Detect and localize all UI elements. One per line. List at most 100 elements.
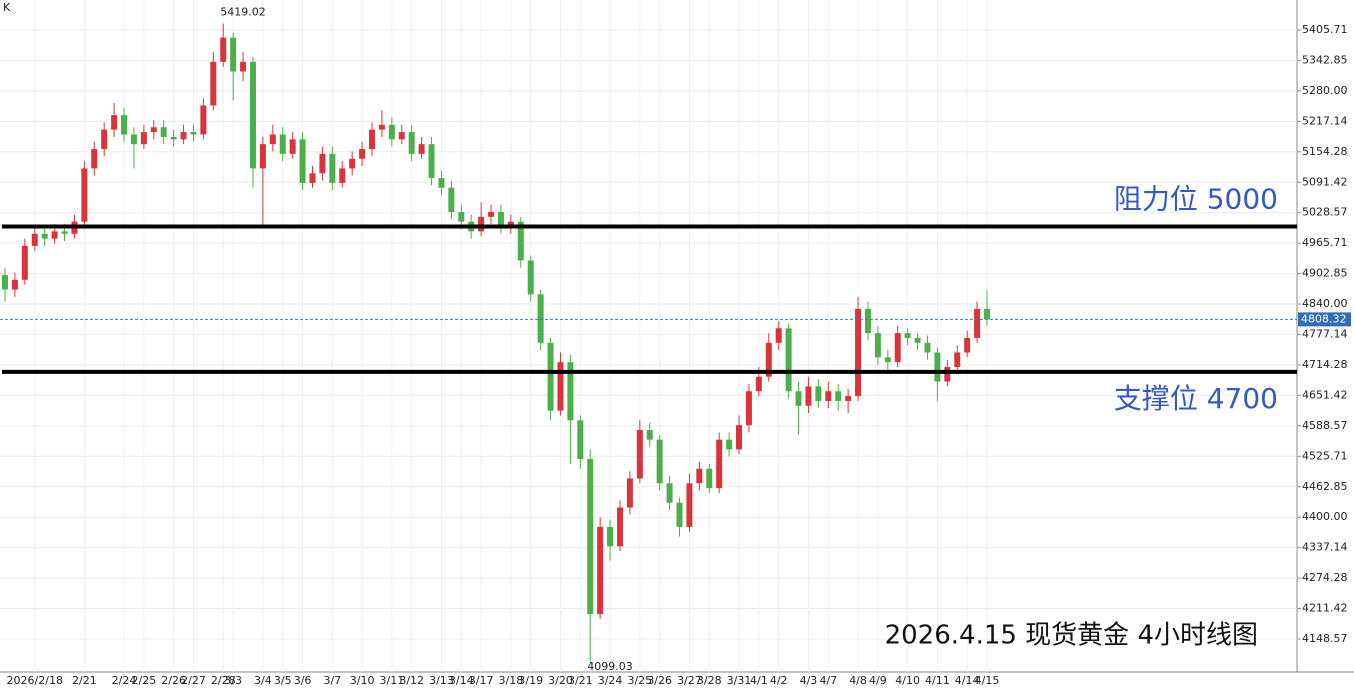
candle-body xyxy=(775,328,782,343)
candle-body xyxy=(488,212,495,217)
x-tick-label: 3/19 xyxy=(518,674,543,687)
candle-body xyxy=(121,115,128,135)
candle-body xyxy=(309,173,316,183)
level-label: 阻力位 5000 xyxy=(1114,183,1278,216)
candle-body xyxy=(726,439,733,450)
candle-body xyxy=(130,134,137,145)
x-tick-label: 3/21 xyxy=(568,674,593,687)
candle-body xyxy=(180,132,187,140)
x-tick-label: 3/7 xyxy=(323,674,341,687)
x-tick-label: 4/1 xyxy=(750,674,768,687)
y-tick-label: 4211.42 xyxy=(1302,602,1348,615)
x-tick-label: 4/2 xyxy=(770,674,788,687)
x-tick-label: 3/4 xyxy=(254,674,272,687)
candle-body xyxy=(815,386,822,401)
x-tick-label: 2/24 xyxy=(112,674,137,687)
candle-body xyxy=(230,37,237,72)
candle-body xyxy=(537,294,544,343)
x-tick-label: 3/20 xyxy=(548,674,573,687)
candle-body xyxy=(31,233,38,246)
y-tick-label: 4148.57 xyxy=(1302,632,1348,645)
candle-body xyxy=(527,260,534,295)
candle-body xyxy=(478,216,485,232)
x-tick-label: 3/26 xyxy=(647,674,672,687)
x-tick-label: 3/13 xyxy=(429,674,454,687)
candle-body xyxy=(458,212,465,222)
candle-body xyxy=(111,115,118,130)
y-tick-label: 4274.28 xyxy=(1302,571,1348,584)
candle-body xyxy=(408,132,415,154)
candle-body xyxy=(835,391,842,401)
y-tick-label: 4400.00 xyxy=(1302,510,1348,523)
x-tick-label: 3/12 xyxy=(399,674,424,687)
candle-body xyxy=(507,221,514,227)
candle-body xyxy=(587,459,594,615)
y-tick-label: 4462.85 xyxy=(1302,480,1348,493)
candle-body xyxy=(369,129,376,150)
y-tick-label: 5154.28 xyxy=(1302,145,1348,158)
candle-body xyxy=(686,483,693,527)
candle-body xyxy=(765,342,772,377)
candle-body xyxy=(795,391,802,406)
candle-body xyxy=(81,168,88,222)
candle-body xyxy=(359,149,366,159)
candle-body xyxy=(428,144,435,179)
candle-body xyxy=(249,61,256,169)
y-tick-label: 4337.14 xyxy=(1302,541,1348,554)
candle-body xyxy=(220,37,227,62)
chart-title: 2026.4.15 现货黄金 4小时线图 xyxy=(885,621,1258,651)
candle-body xyxy=(101,129,108,150)
max-label: 5419.02 xyxy=(220,6,266,19)
x-tick-label: 3/11 xyxy=(379,674,404,687)
x-tick-label: 3/31 xyxy=(727,674,752,687)
candle-body xyxy=(904,333,911,338)
x-tick-label: 2/28 xyxy=(211,674,236,687)
candle-body xyxy=(894,333,901,363)
y-tick-label: 5280.00 xyxy=(1302,84,1348,97)
x-tick-label: 4/15 xyxy=(975,674,1000,687)
x-tick-label: 4/10 xyxy=(895,674,920,687)
candle-body xyxy=(448,187,455,213)
x-tick-label: 4/9 xyxy=(869,674,887,687)
candle-body xyxy=(51,231,58,239)
candle-body xyxy=(666,483,673,503)
candle-body xyxy=(736,425,743,450)
candle-body xyxy=(964,337,971,353)
min-label: 4099.03 xyxy=(587,660,633,673)
candle-body xyxy=(954,352,961,368)
candle-body xyxy=(934,352,941,382)
x-tick-label: 2/26 xyxy=(161,674,186,687)
x-tick-label: 3/27 xyxy=(677,674,702,687)
candle-body xyxy=(398,132,405,140)
candle-body xyxy=(418,144,425,154)
x-tick-label: 3/14 xyxy=(449,674,474,687)
candle-body xyxy=(805,386,812,406)
candle-body xyxy=(874,333,881,358)
candle-body xyxy=(676,502,683,527)
candle-body xyxy=(924,342,931,353)
candle-body xyxy=(438,178,445,188)
candle-body xyxy=(329,153,336,183)
candle-body xyxy=(21,245,28,280)
candle-body xyxy=(269,134,276,145)
y-tick-label: 4840.00 xyxy=(1302,297,1348,310)
candle-body xyxy=(656,439,663,484)
candle-body xyxy=(259,144,266,169)
candle-body xyxy=(557,362,564,411)
x-tick-label: 3/17 xyxy=(469,674,494,687)
x-tick-label: 2/21 xyxy=(72,674,97,687)
candle-body xyxy=(626,478,633,508)
x-tick-label: 3/25 xyxy=(627,674,652,687)
candle-body xyxy=(160,127,167,137)
y-tick-label: 4965.71 xyxy=(1302,236,1348,249)
candle-body xyxy=(170,136,177,140)
x-tick-label: 3/3 xyxy=(224,674,242,687)
x-tick-label: 2026/2/18 xyxy=(7,674,63,687)
candle-body xyxy=(289,139,296,154)
candle-body xyxy=(755,376,762,392)
y-tick-label: 5342.85 xyxy=(1302,53,1348,66)
y-tick-label: 4651.42 xyxy=(1302,388,1348,401)
candle-body xyxy=(944,367,951,382)
